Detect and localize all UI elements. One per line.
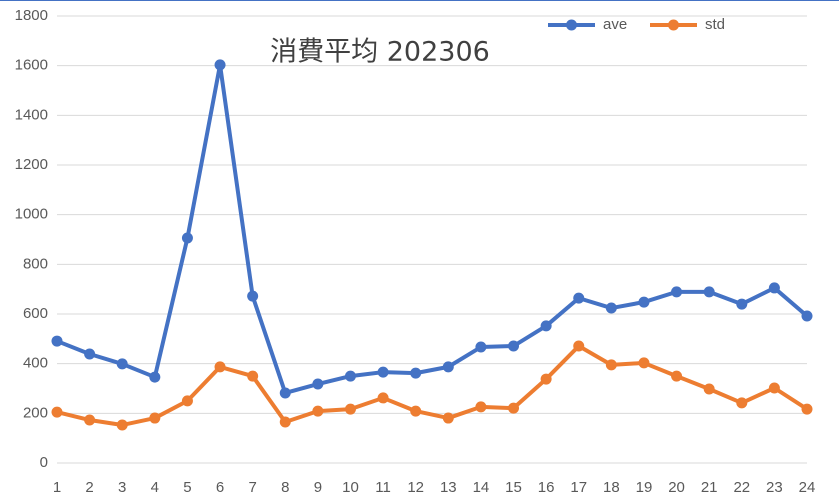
x-tick-label: 14 bbox=[473, 479, 490, 496]
y-tick-label: 600 bbox=[23, 305, 48, 322]
point bbox=[703, 383, 715, 395]
point bbox=[84, 414, 96, 426]
x-tick-label: 13 bbox=[440, 479, 457, 496]
point bbox=[638, 357, 650, 369]
legend-label: std bbox=[705, 16, 725, 33]
series-line bbox=[56, 344, 809, 428]
x-tick-label: 20 bbox=[668, 479, 685, 496]
point bbox=[214, 59, 226, 71]
point bbox=[736, 298, 748, 310]
x-tick-label: 10 bbox=[342, 479, 359, 496]
point bbox=[116, 358, 128, 370]
y-tick-label: 400 bbox=[23, 355, 48, 372]
x-tick-label: 7 bbox=[248, 479, 256, 496]
y-tick-label: 800 bbox=[23, 255, 48, 272]
point bbox=[768, 382, 780, 394]
legend-label: ave bbox=[603, 16, 627, 33]
y-tick-label: 1200 bbox=[15, 156, 48, 173]
point bbox=[344, 403, 356, 415]
point bbox=[116, 419, 128, 431]
x-tick-label: 11 bbox=[375, 479, 391, 496]
point bbox=[508, 402, 520, 414]
y-tick-label: 1000 bbox=[15, 206, 48, 223]
point bbox=[671, 286, 683, 298]
series-line bbox=[56, 62, 809, 395]
x-tick-label: 21 bbox=[701, 479, 718, 496]
point bbox=[540, 373, 552, 385]
point bbox=[247, 290, 259, 302]
point bbox=[181, 232, 193, 244]
x-tick-label: 9 bbox=[314, 479, 322, 496]
point bbox=[508, 340, 520, 352]
point bbox=[442, 412, 454, 424]
point bbox=[214, 361, 226, 373]
point bbox=[573, 340, 585, 352]
x-tick-label: 24 bbox=[799, 479, 816, 496]
point bbox=[149, 371, 161, 383]
point bbox=[801, 310, 813, 322]
x-tick-label: 16 bbox=[538, 479, 555, 496]
x-tick-label: 3 bbox=[118, 479, 126, 496]
point bbox=[377, 366, 389, 378]
point bbox=[51, 335, 63, 347]
point bbox=[736, 397, 748, 409]
point bbox=[279, 416, 291, 428]
x-tick-label: 2 bbox=[85, 479, 93, 496]
x-tick-label: 1 bbox=[53, 479, 61, 496]
point bbox=[801, 403, 813, 415]
x-tick-label: 8 bbox=[281, 479, 289, 496]
y-tick-label: 200 bbox=[23, 404, 48, 421]
point bbox=[312, 405, 324, 417]
chart-title: 消費平均 202306 bbox=[270, 37, 490, 68]
point bbox=[279, 387, 291, 399]
y-tick-label: 1800 bbox=[15, 7, 48, 24]
x-tick-label: 4 bbox=[151, 479, 159, 496]
x-tick-label: 19 bbox=[636, 479, 653, 496]
point bbox=[540, 320, 552, 332]
point bbox=[475, 341, 487, 353]
x-tick-label: 18 bbox=[603, 479, 620, 496]
point bbox=[768, 282, 780, 294]
point bbox=[84, 348, 96, 360]
point bbox=[573, 292, 585, 304]
point bbox=[149, 412, 161, 424]
x-tick-label: 15 bbox=[505, 479, 522, 496]
x-tick-label: 6 bbox=[216, 479, 224, 496]
point bbox=[703, 286, 715, 298]
point bbox=[605, 359, 617, 371]
point bbox=[410, 367, 422, 379]
legend-marker bbox=[668, 19, 679, 31]
x-tick-label: 23 bbox=[766, 479, 783, 496]
point bbox=[475, 401, 487, 413]
x-tick-label: 22 bbox=[733, 479, 750, 496]
x-tick-label: 17 bbox=[570, 479, 587, 496]
point bbox=[377, 392, 389, 404]
x-tick-label: 5 bbox=[183, 479, 191, 496]
y-tick-label: 1400 bbox=[15, 106, 48, 123]
point bbox=[410, 405, 422, 417]
point bbox=[247, 370, 259, 382]
x-tick-label: 12 bbox=[407, 479, 424, 496]
y-tick-label: 0 bbox=[40, 454, 48, 471]
legend-marker bbox=[566, 19, 577, 31]
y-tick-label: 1600 bbox=[15, 57, 48, 74]
point bbox=[671, 370, 683, 382]
point bbox=[605, 302, 617, 314]
point bbox=[312, 378, 324, 390]
point bbox=[638, 296, 650, 308]
point bbox=[181, 395, 193, 407]
point bbox=[442, 361, 454, 373]
point bbox=[344, 370, 356, 382]
point bbox=[51, 406, 63, 418]
